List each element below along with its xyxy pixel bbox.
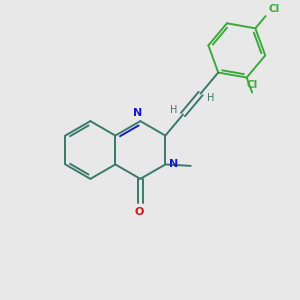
Text: H: H — [206, 93, 214, 103]
Text: N: N — [134, 108, 143, 118]
Text: Cl: Cl — [247, 80, 258, 90]
Text: H: H — [170, 105, 177, 115]
Text: N: N — [169, 159, 178, 170]
Text: O: O — [134, 207, 144, 217]
Text: Cl: Cl — [268, 4, 280, 14]
